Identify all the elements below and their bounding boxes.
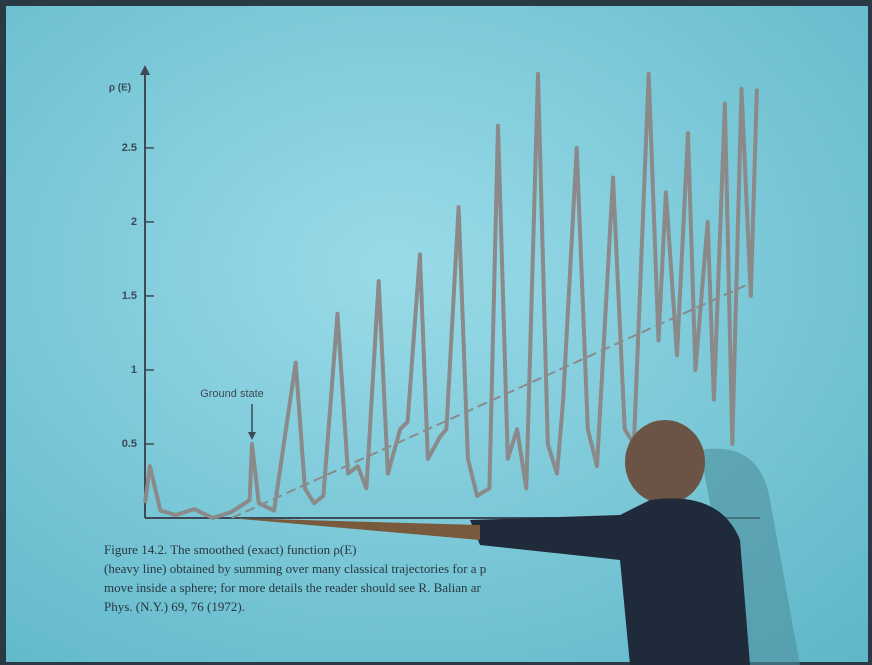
- y-tick-label: 2.5: [122, 142, 137, 154]
- caption-line: Phys. (N.Y.) 69, 76 (1972).: [104, 599, 245, 614]
- caption-line: Figure 14.2. The smoothed (exact) functi…: [104, 542, 356, 557]
- y-tick-label: 0.5: [122, 438, 137, 450]
- y-tick-label: 2: [131, 216, 137, 228]
- y-axis-label: ρ (E): [109, 83, 131, 94]
- caption-line: (heavy line) obtained by summing over ma…: [104, 561, 486, 576]
- caption-line: move inside a sphere; for more details t…: [104, 580, 482, 595]
- y-tick-label: 1.5: [122, 290, 137, 302]
- annotation: Ground state: [200, 388, 264, 400]
- chart: ρ (E) 0.5 1 1.5 2 2.5 Ground state Figure 14.…: [0, 0, 872, 665]
- y-tick-label: 1: [131, 364, 137, 376]
- head: [625, 420, 705, 504]
